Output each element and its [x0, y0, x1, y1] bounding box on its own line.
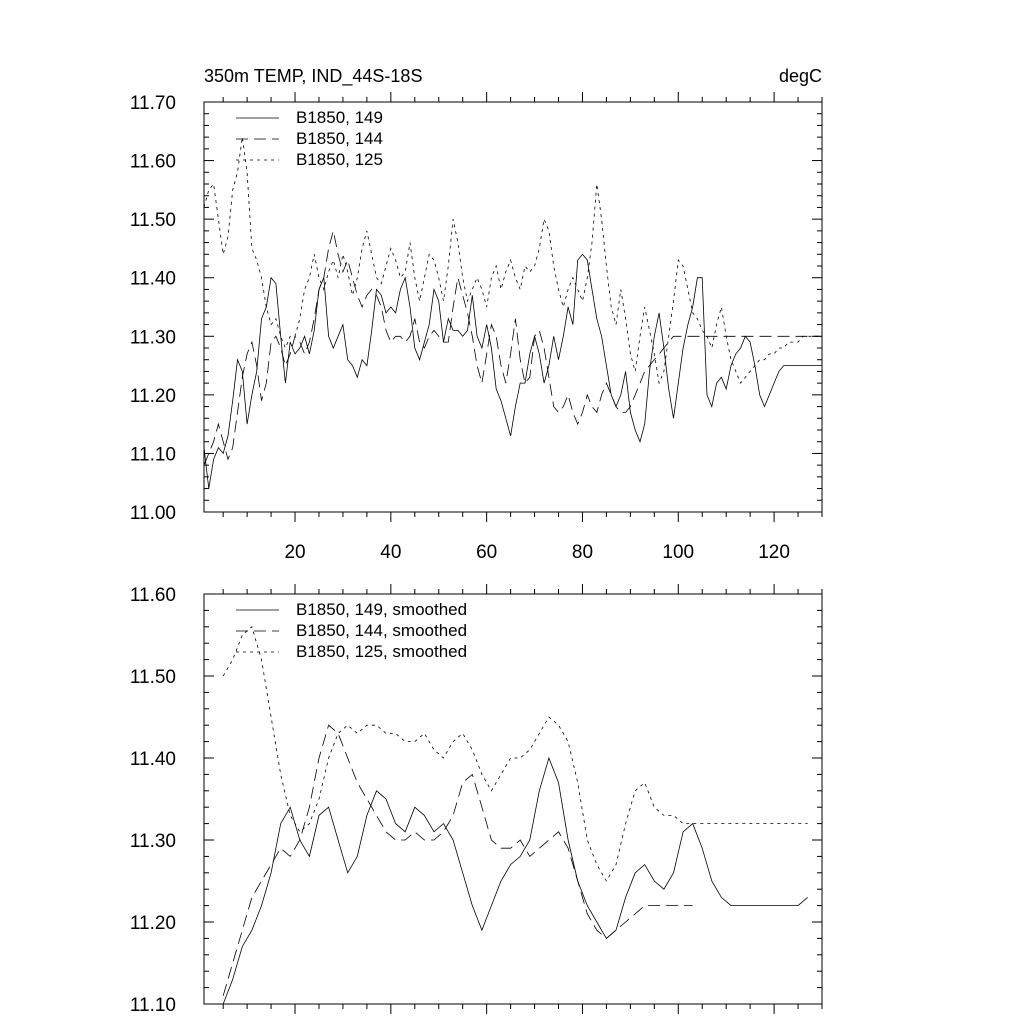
top-y-tick-label: 11.10 [130, 444, 176, 465]
top-chart-legend: B1850, 149 B1850, 144 B1850, 125 [236, 108, 383, 169]
bottom-chart-frame [203, 593, 823, 1005]
top-y-tick-label: 11.20 [130, 386, 176, 407]
bottom-legend-label: B1850, 144, smoothed [296, 621, 467, 640]
bottom-y-tick-label: 11.10 [130, 995, 176, 1016]
bottom-y-tick-label: 11.50 [130, 667, 176, 688]
bottom-chart-panel: 11.10 11.20 11.30 11.40 11.50 11.60 B1850, 14… [130, 584, 823, 1016]
bottom-y-tick-label: 11.60 [130, 585, 176, 606]
top-x-tick-label: 120 [758, 542, 790, 563]
top-x-tick-label: 40 [380, 542, 401, 563]
bottom-legend-label: B1850, 125, smoothed [296, 642, 467, 661]
top-chart-units: degC [779, 66, 822, 86]
top-x-tick-label: 100 [662, 542, 694, 563]
top-series-line-1 [203, 253, 822, 489]
top-chart-title: 350m TEMP, IND_44S-18S [204, 66, 422, 87]
bottom-y-tick-label: 11.40 [130, 749, 176, 770]
top-chart-frame [203, 101, 823, 513]
top-legend-label: B1850, 149 [296, 108, 383, 127]
bottom-series-line-2 [222, 724, 693, 996]
top-y-tick-label: 11.40 [130, 269, 176, 290]
bottom-legend-label: B1850, 149, smoothed [296, 600, 467, 619]
top-x-tick-label: 80 [572, 542, 593, 563]
bottom-y-tick-label: 11.20 [130, 913, 176, 934]
top-chart-panel: 11.00 11.10 11.20 11.30 11.40 11.50 11.60 11.70… [130, 92, 823, 563]
top-x-tick-label: 60 [476, 542, 497, 563]
top-y-tick-label: 11.50 [130, 210, 176, 231]
top-legend-label: B1850, 144 [296, 129, 383, 148]
top-x-tick-label: 20 [284, 542, 305, 563]
top-y-tick-label: 11.30 [130, 327, 176, 348]
top-series-line-3 [203, 137, 822, 385]
bottom-chart-legend: B1850, 149, smoothed B1850, 144, smoothed… [236, 600, 467, 661]
top-y-tick-label: 11.00 [130, 503, 176, 524]
top-legend-label: B1850, 125 [296, 150, 383, 169]
top-series-line-2 [203, 230, 822, 466]
bottom-y-tick-label: 11.30 [130, 831, 176, 852]
bottom-series-line-3 [222, 626, 808, 882]
bottom-series-line-1 [222, 756, 808, 1005]
top-y-tick-label: 11.70 [130, 93, 176, 114]
top-y-tick-label: 11.60 [130, 152, 176, 173]
